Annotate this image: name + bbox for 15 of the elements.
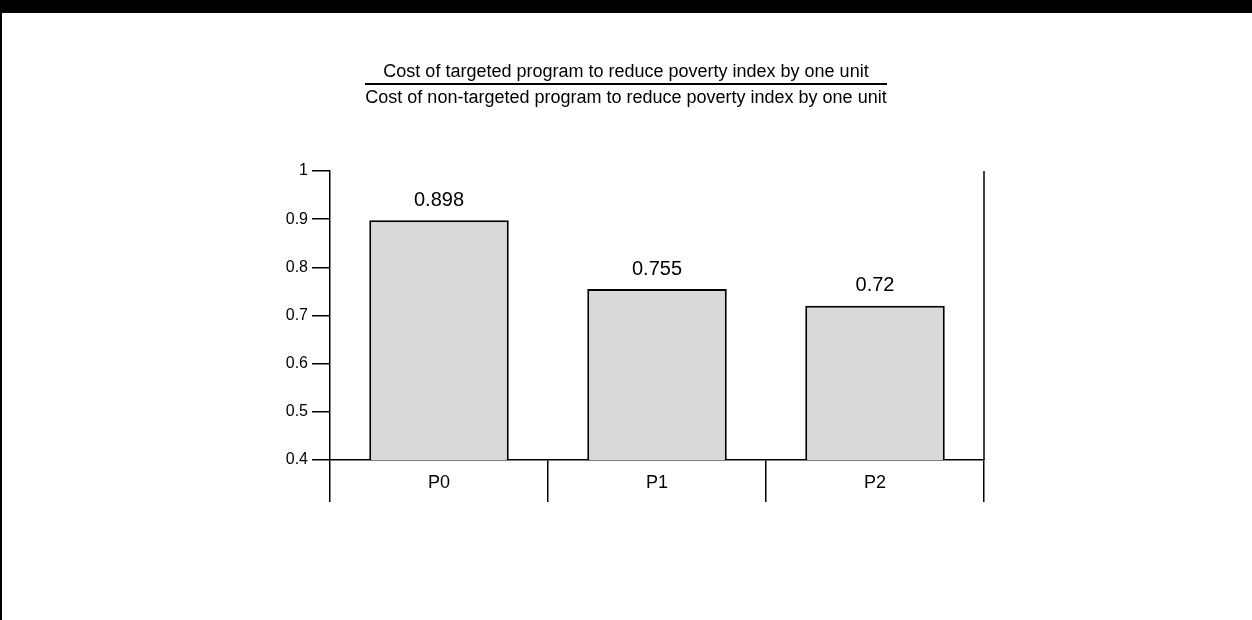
y-tick-label: 0.5 <box>285 402 309 420</box>
y-tick-label: 0.6 <box>285 354 309 372</box>
x-tick-label: P2 <box>863 471 887 492</box>
data-label: 0.72 <box>855 273 895 296</box>
y-tick-label: 0.4 <box>285 450 309 468</box>
chart-subtitle: Cost of non-targeted program to reduce poverty index by one unit <box>365 86 887 108</box>
data-label: 0.898 <box>413 187 465 210</box>
y-tick-label: 1 <box>299 161 309 179</box>
data-label: 0.755 <box>631 256 683 279</box>
x-tick-label: P0 <box>427 471 451 492</box>
x-tick-label: P1 <box>645 471 669 492</box>
y-tick-label: 0.8 <box>285 257 309 275</box>
y-tick-label: 0.7 <box>285 305 309 323</box>
y-tick-label: 0.9 <box>285 209 309 227</box>
chart-title: Cost of targeted program to reduce poverty index by one unit <box>365 60 887 85</box>
